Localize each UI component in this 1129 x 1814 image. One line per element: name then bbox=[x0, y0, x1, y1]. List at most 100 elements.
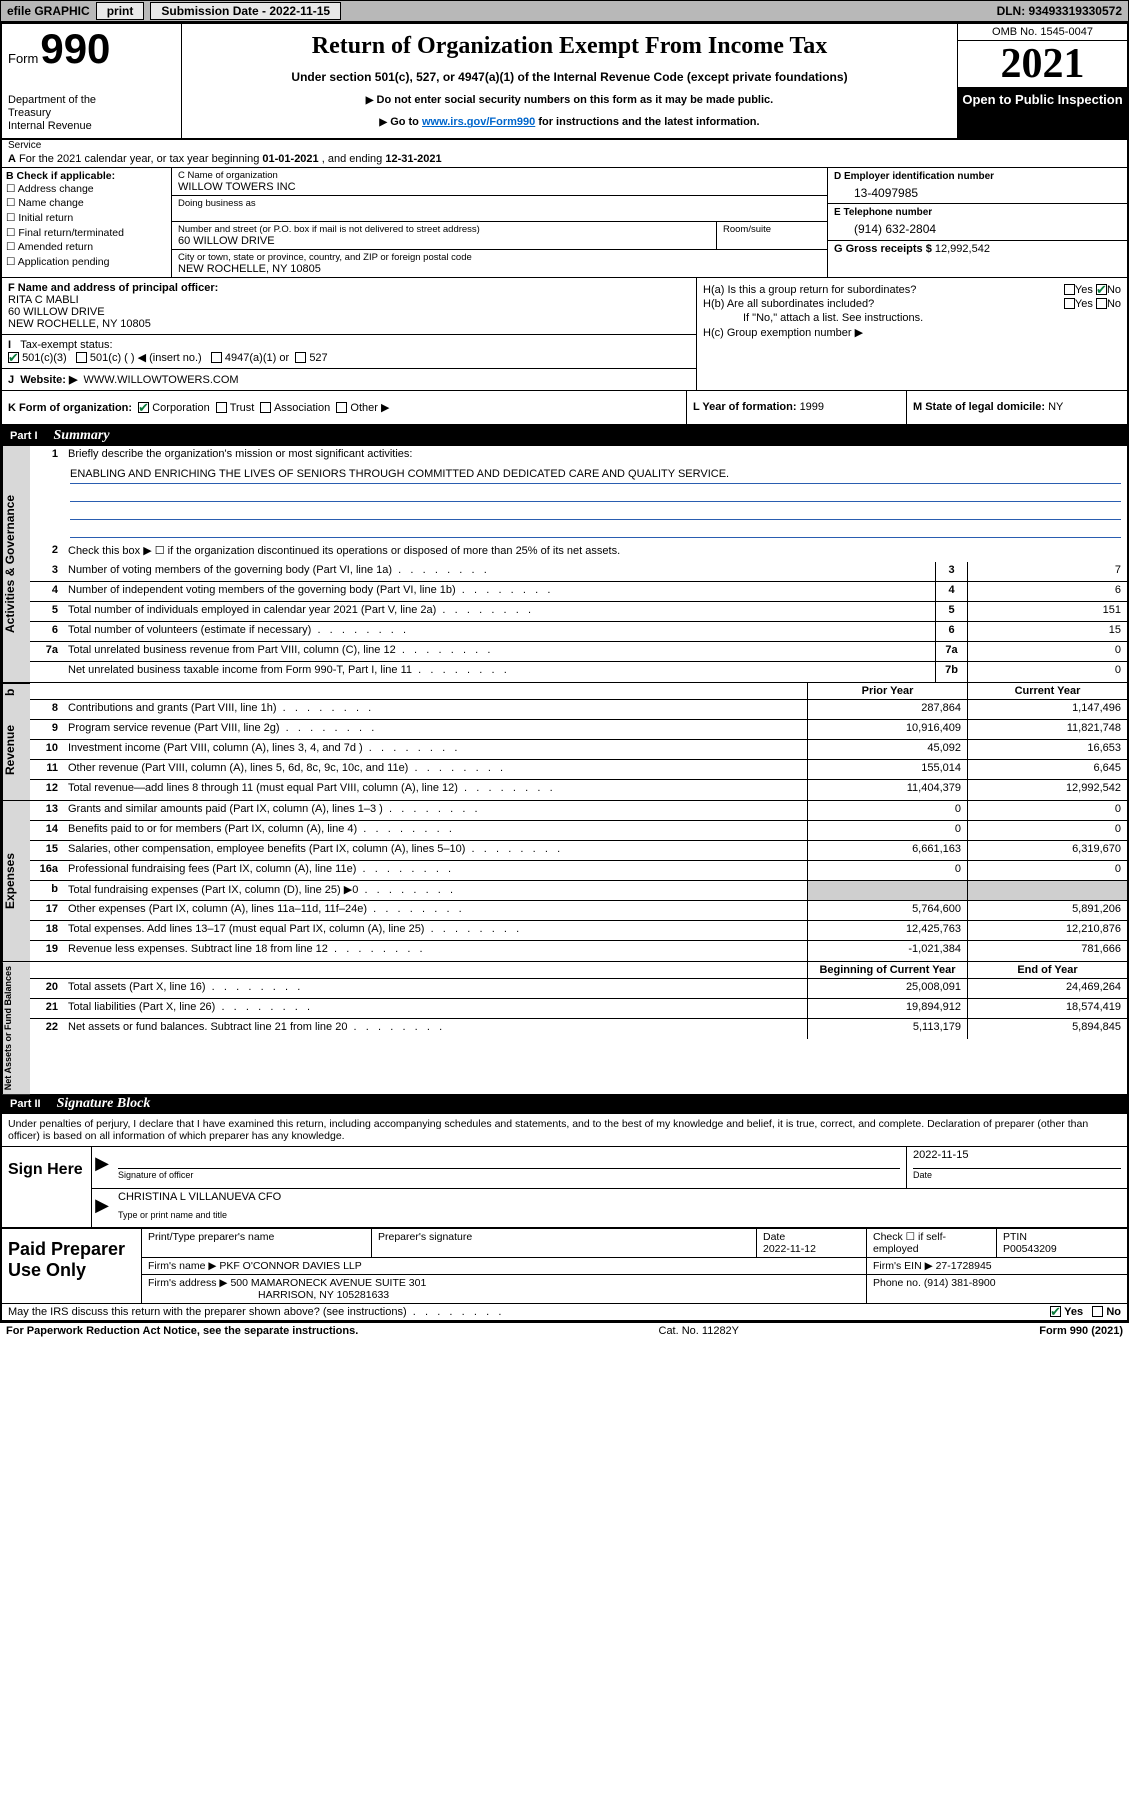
ln-desc: Total number of individuals employed in … bbox=[64, 602, 935, 621]
ln-curr: 6,645 bbox=[967, 760, 1127, 779]
sig-row1: ▶ Signature of officer 2022-11-15 Date bbox=[92, 1147, 1127, 1189]
paid-right: Print/Type preparer's name Preparer's si… bbox=[142, 1229, 1127, 1303]
ln-prior: -1,021,384 bbox=[807, 941, 967, 961]
h-block: H(a) Is this a group return for subordin… bbox=[697, 278, 1127, 390]
c-name: C Name of organization WILLOW TOWERS INC bbox=[172, 168, 827, 196]
dn: No bbox=[1106, 1306, 1121, 1318]
note2-pre: Go to bbox=[390, 116, 422, 128]
hb-no[interactable] bbox=[1096, 298, 1107, 309]
footer-right: Form 990 (2021) bbox=[1039, 1325, 1123, 1337]
org-name: WILLOW TOWERS INC bbox=[178, 181, 296, 193]
ln-curr: 12,210,876 bbox=[967, 921, 1127, 940]
colhdr-row: b Prior Year Current Year bbox=[2, 683, 1127, 700]
ha-yes-lbl: Yes bbox=[1075, 284, 1093, 296]
ck-initial[interactable]: ☐ Initial return bbox=[6, 211, 167, 226]
ln-desc: Total unrelated business revenue from Pa… bbox=[64, 642, 935, 661]
exp-line-19: 19Revenue less expenses. Subtract line 1… bbox=[30, 941, 1127, 961]
ck-501c[interactable] bbox=[76, 352, 87, 363]
dy: Yes bbox=[1064, 1306, 1083, 1318]
ln-num: 10 bbox=[30, 740, 64, 759]
k-lbl: K Form of organization: bbox=[8, 402, 132, 414]
print-button[interactable]: print bbox=[96, 2, 145, 20]
k-other[interactable] bbox=[336, 402, 347, 413]
ln-prior: 0 bbox=[807, 801, 967, 820]
ha-yes[interactable] bbox=[1064, 284, 1075, 295]
ln-prior: 45,092 bbox=[807, 740, 967, 759]
part-ii-num: Part II bbox=[10, 1098, 57, 1110]
k-corp[interactable] bbox=[138, 402, 149, 413]
submission-date-button[interactable]: Submission Date - 2022-11-15 bbox=[150, 2, 341, 20]
ck-527[interactable] bbox=[295, 352, 306, 363]
sig-officer[interactable]: Signature of officer bbox=[112, 1147, 907, 1188]
ck-pending[interactable]: ☐ Application pending bbox=[6, 255, 167, 270]
ck-final[interactable]: ☐ Final return/terminated bbox=[6, 226, 167, 241]
c-street: Number and street (or P.O. box if mail i… bbox=[172, 222, 717, 249]
ck-4947[interactable] bbox=[211, 352, 222, 363]
ck-address[interactable]: ☐ Address change bbox=[6, 182, 167, 197]
gov-line-7b: Net unrelated business taxable income fr… bbox=[30, 662, 1127, 682]
sig-name-val: CHRISTINA L VILLANUEVA CFO bbox=[118, 1191, 1121, 1209]
ph-lbl: Phone no. bbox=[873, 1277, 921, 1289]
ln-box: 3 bbox=[935, 562, 967, 581]
b3: Final return/terminated bbox=[18, 227, 124, 239]
street-val: 60 WILLOW DRIVE bbox=[178, 235, 275, 247]
ph-val: (914) 381-8900 bbox=[924, 1277, 996, 1289]
ln-desc: Total liabilities (Part X, line 26) bbox=[64, 999, 807, 1018]
fa-city: HARRISON, NY 105281633 bbox=[148, 1289, 389, 1301]
gov-body: 1 Briefly describe the organization's mi… bbox=[30, 446, 1127, 682]
hb-yes[interactable] bbox=[1064, 298, 1075, 309]
ln-num: 7a bbox=[30, 642, 64, 661]
irs-link[interactable]: www.irs.gov/Form990 bbox=[422, 116, 535, 128]
entity-block: B Check if applicable: ☐ Address change … bbox=[2, 168, 1127, 278]
ln-prior: 10,916,409 bbox=[807, 720, 967, 739]
net-line-21: 21Total liabilities (Part X, line 26)19,… bbox=[30, 999, 1127, 1019]
m-state: M State of legal domicile: NY bbox=[907, 391, 1127, 424]
part-i-title: Summary bbox=[54, 428, 110, 444]
rev-body: 8Contributions and grants (Part VIII, li… bbox=[30, 700, 1127, 800]
ck-amended[interactable]: ☐ Amended return bbox=[6, 240, 167, 255]
ln-num: 9 bbox=[30, 720, 64, 739]
ln-num: 20 bbox=[30, 979, 64, 998]
exp-line-16a: 16aProfessional fundraising fees (Part I… bbox=[30, 861, 1127, 881]
k-form-org: K Form of organization: Corporation Trus… bbox=[2, 391, 687, 424]
col-b: B Check if applicable: ☐ Address change … bbox=[2, 168, 172, 277]
l1-desc: Briefly describe the organization's miss… bbox=[64, 446, 1127, 466]
k-trust[interactable] bbox=[216, 402, 227, 413]
ln-num: 19 bbox=[30, 941, 64, 961]
discuss-q: May the IRS discuss this return with the… bbox=[8, 1306, 1050, 1318]
officer-l2: NEW ROCHELLE, NY 10805 bbox=[8, 318, 151, 330]
kc: Corporation bbox=[152, 402, 209, 414]
ln-num: 6 bbox=[30, 622, 64, 641]
ln-prior: 12,425,763 bbox=[807, 921, 967, 940]
ln-desc: Grants and similar amounts paid (Part IX… bbox=[64, 801, 807, 820]
ck-501c3[interactable] bbox=[8, 352, 19, 363]
f-lbl: F Name and address of principal officer: bbox=[8, 282, 218, 294]
ln-curr bbox=[967, 881, 1127, 900]
discuss-row: May the IRS discuss this return with the… bbox=[2, 1304, 1127, 1321]
ln-num: 22 bbox=[30, 1019, 64, 1039]
b4: Amended return bbox=[18, 241, 93, 253]
sig-date-lbl: Date bbox=[913, 1170, 932, 1180]
p-selfemp[interactable]: Check ☐ if self-employed bbox=[867, 1229, 997, 1257]
k-assoc[interactable] bbox=[260, 402, 271, 413]
rev-line-10: 10Investment income (Part VIII, column (… bbox=[30, 740, 1127, 760]
discuss-no[interactable] bbox=[1092, 1306, 1103, 1317]
ha-no[interactable] bbox=[1096, 284, 1107, 295]
rev-line-11: 11Other revenue (Part VIII, column (A), … bbox=[30, 760, 1127, 780]
gov-line-7a: 7aTotal unrelated business revenue from … bbox=[30, 642, 1127, 662]
prow2: Firm's name ▶ PKF O'CONNOR DAVIES LLP Fi… bbox=[142, 1258, 1127, 1275]
ln-curr: 0 bbox=[967, 861, 1127, 880]
page-footer: For Paperwork Reduction Act Notice, see … bbox=[0, 1323, 1129, 1339]
c-street-row: Number and street (or P.O. box if mail i… bbox=[172, 222, 827, 250]
ln-num: 18 bbox=[30, 921, 64, 940]
ln-desc: Number of voting members of the governin… bbox=[64, 562, 935, 581]
ln-desc: Contributions and grants (Part VIII, lin… bbox=[64, 700, 807, 719]
ln-curr: 24,469,264 bbox=[967, 979, 1127, 998]
discuss-yes[interactable] bbox=[1050, 1306, 1061, 1317]
header-mid: Return of Organization Exempt From Incom… bbox=[182, 24, 957, 138]
b1: Name change bbox=[18, 197, 83, 209]
ln-desc: Revenue less expenses. Subtract line 18 … bbox=[64, 941, 807, 961]
ln-curr: 0 bbox=[967, 801, 1127, 820]
room-lbl: Room/suite bbox=[723, 224, 821, 235]
ck-name[interactable]: ☐ Name change bbox=[6, 196, 167, 211]
